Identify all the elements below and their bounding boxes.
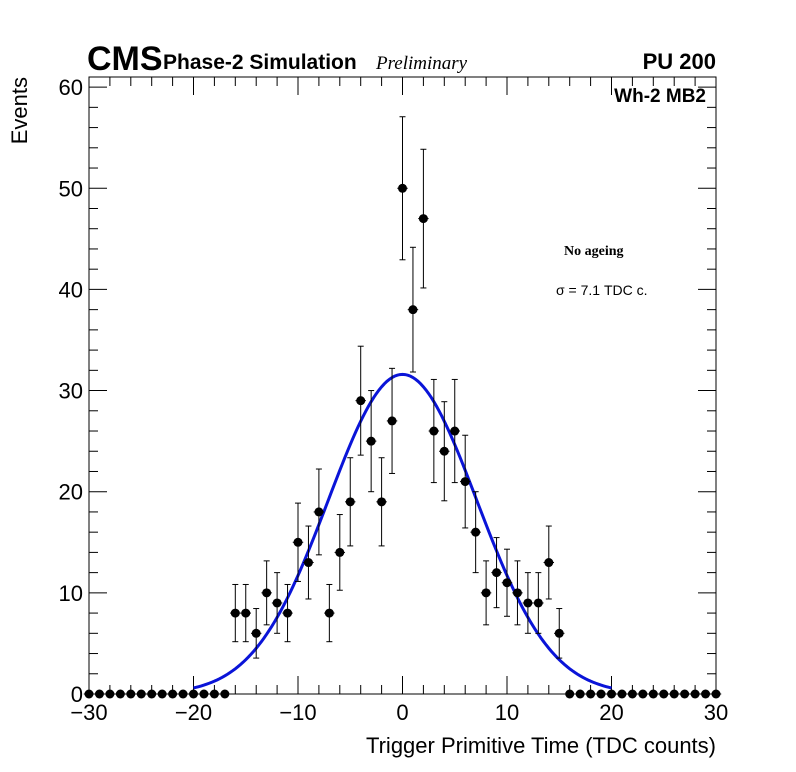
data-point [377, 497, 387, 507]
station-label: Wh-2 MB2 [614, 86, 706, 107]
fit-curve-group [193, 372, 612, 690]
data-point [241, 608, 251, 618]
data-point [251, 628, 261, 638]
data-point [398, 183, 407, 193]
data-point [575, 689, 585, 699]
data-point [502, 578, 512, 588]
experiment-label: CMS [87, 40, 163, 78]
data-point [659, 689, 669, 699]
data-point [230, 608, 240, 618]
x-tick-label: −20 [175, 700, 212, 725]
data-point [105, 689, 115, 699]
data-point [596, 689, 606, 699]
data-point [178, 689, 188, 699]
data-points-group [83, 116, 722, 699]
data-point [418, 214, 428, 224]
y-tick-label: 20 [59, 480, 83, 505]
data-point [460, 477, 470, 487]
data-point [314, 507, 324, 517]
data-point [586, 689, 596, 699]
data-point [136, 689, 146, 699]
sigma-label: σ = 7.1 TDC c. [556, 282, 648, 298]
y-tick-labels: 0 10 20 30 40 50 60 [59, 75, 83, 707]
data-point [324, 608, 334, 618]
x-tick-labels: −30 −20 −10 0 10 20 30 [70, 700, 728, 725]
data-point [669, 689, 679, 699]
data-point [554, 628, 564, 638]
data-point [147, 689, 157, 699]
data-point [84, 689, 94, 699]
axis-ticks [88, 77, 717, 695]
y-axis-title: Events [7, 77, 32, 144]
data-point [387, 416, 397, 426]
data-point [450, 426, 460, 436]
data-point [157, 689, 167, 699]
data-point [345, 497, 355, 507]
data-point [607, 689, 616, 699]
y-tick-label: 60 [59, 75, 83, 100]
data-point [126, 689, 136, 699]
data-point [303, 558, 313, 568]
data-point [356, 396, 366, 406]
pileup-label: PU 200 [643, 49, 716, 74]
y-tick-label: 50 [59, 176, 83, 201]
data-point [209, 689, 219, 699]
data-point [168, 689, 178, 699]
y-tick-label: 30 [59, 379, 83, 404]
x-tick-label: −10 [279, 700, 316, 725]
data-point [638, 689, 648, 699]
phase-label: Phase-2 Simulation [163, 51, 357, 74]
data-point [293, 537, 303, 547]
x-tick-label: 20 [599, 700, 623, 725]
y-tick-label: 40 [59, 277, 83, 302]
data-point [690, 689, 700, 699]
data-point [565, 689, 575, 699]
fit-curve-line [193, 372, 612, 690]
x-tick-label: 30 [704, 700, 728, 725]
x-tick-label: −30 [70, 700, 107, 725]
data-point [617, 689, 627, 699]
data-point [544, 558, 554, 568]
data-point [199, 689, 209, 699]
data-point [711, 689, 721, 699]
condition-label: No ageing [564, 244, 624, 259]
data-point [408, 305, 418, 315]
data-point [680, 689, 690, 699]
data-point [481, 588, 491, 598]
y-tick-label: 0 [71, 682, 83, 707]
data-point [523, 598, 533, 608]
data-point [512, 588, 522, 598]
data-point [627, 689, 637, 699]
x-tick-label: 0 [396, 700, 408, 725]
data-point [115, 689, 125, 699]
data-point [492, 568, 502, 578]
data-point [429, 426, 439, 436]
data-point [471, 527, 481, 537]
data-point [648, 689, 658, 699]
data-point [283, 608, 293, 618]
data-point [220, 689, 230, 699]
status-label: Preliminary [375, 53, 468, 74]
data-point [439, 446, 449, 456]
data-point [366, 436, 376, 446]
y-tick-label: 10 [59, 581, 83, 606]
data-point [335, 547, 345, 557]
data-point [533, 598, 543, 608]
data-point [701, 689, 711, 699]
data-point [262, 588, 272, 598]
data-point [272, 598, 282, 608]
data-point [189, 689, 198, 699]
data-point [94, 689, 104, 699]
x-axis-title: Trigger Primitive Time (TDC counts) [366, 733, 716, 758]
x-tick-label: 10 [495, 700, 519, 725]
